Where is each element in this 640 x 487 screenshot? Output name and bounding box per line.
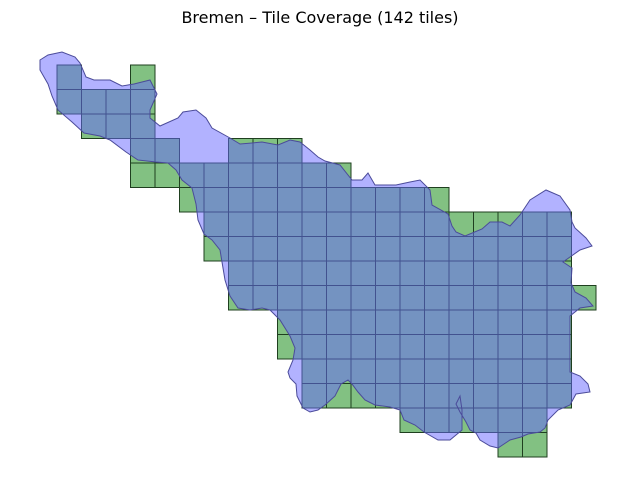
chart-title: Bremen – Tile Coverage (142 tiles): [181, 8, 459, 27]
tile: [522, 432, 548, 458]
tile: [130, 162, 156, 188]
bremen-boundary: [39, 51, 594, 449]
